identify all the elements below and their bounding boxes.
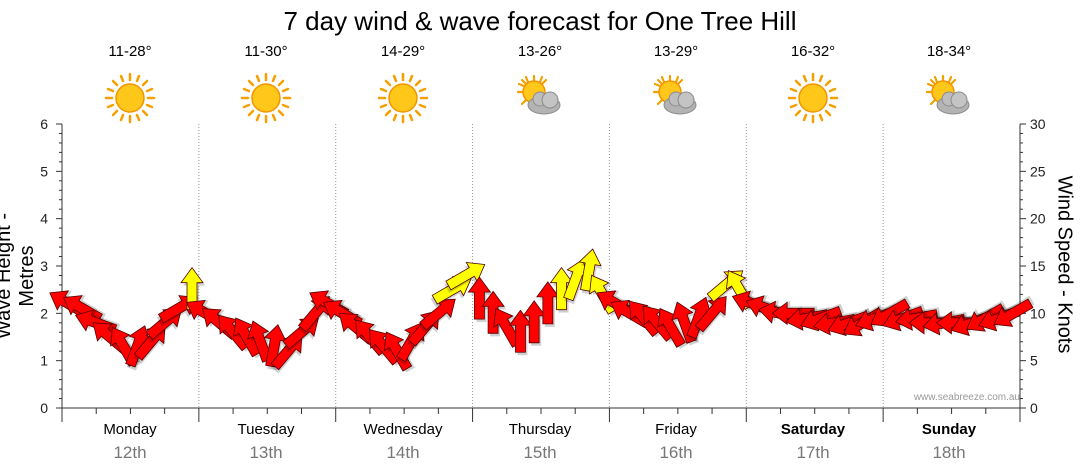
wind-arrow xyxy=(993,295,1035,327)
wind-arrow-shape xyxy=(993,298,1034,327)
date-label-thursday: 15th xyxy=(523,443,557,462)
date-label-saturday: 17th xyxy=(796,443,830,462)
chart-title: 7 day wind & wave forecast for One Tree … xyxy=(283,6,797,36)
y-left-tick-label: 5 xyxy=(40,163,48,179)
partly-cloudy-icon xyxy=(925,74,970,115)
day-label-saturday: Saturday xyxy=(780,421,846,438)
date-label-sunday: 18th xyxy=(932,443,966,462)
wind-arrow-shape xyxy=(694,295,727,333)
y-left-tick-label: 4 xyxy=(40,211,48,227)
wind-arrow xyxy=(578,248,603,295)
temp-label-tuesday: 11-30° xyxy=(244,43,288,60)
temp-label-monday: 11-28° xyxy=(108,43,152,60)
axis-layer: 0 1 2 3 4 5 6 0 5 10 15 20 25 30 xyxy=(40,116,1046,422)
partly-cloudy-icon xyxy=(652,74,697,115)
y-axis-right-label: Wind Speed - Knots xyxy=(1053,175,1076,354)
temp-label-saturday: 16-32° xyxy=(790,43,836,60)
temp-label-wednesday: 14-29° xyxy=(380,43,426,60)
date-label-tuesday: 13th xyxy=(249,443,283,462)
temp-label-sunday: 18-34° xyxy=(926,43,972,60)
wind-arrow-layer xyxy=(49,248,1035,374)
y-right-tick-label: 15 xyxy=(1030,258,1046,274)
y-left-tick-label: 6 xyxy=(40,116,48,132)
wind-arrow-shape xyxy=(481,290,505,334)
date-label-friday: 16th xyxy=(659,443,693,462)
date-label-wednesday: 14th xyxy=(386,443,420,462)
credit-text: www.seabreeze.com.au xyxy=(913,392,1020,403)
date-label-monday: 12th xyxy=(113,443,147,462)
sunny-icon xyxy=(787,72,839,124)
sunny-icon xyxy=(240,72,292,124)
y-right-tick-label: 0 xyxy=(1030,400,1038,416)
y-right-tick-label: 10 xyxy=(1030,305,1046,321)
sunny-icon xyxy=(377,72,429,124)
y-left-tick-label: 3 xyxy=(40,258,48,274)
wind-arrow xyxy=(467,276,493,323)
wind-arrow-shape xyxy=(467,276,492,320)
temp-label-thursday: 13-26° xyxy=(517,43,563,60)
wind-arrow xyxy=(263,324,288,371)
day-label-monday: Monday xyxy=(103,421,157,438)
partly-cloudy-icon xyxy=(516,74,561,115)
y-right-tick-label: 20 xyxy=(1030,211,1046,227)
wind-arrow-shape xyxy=(578,248,602,292)
day-label-wednesday: Wednesday xyxy=(363,421,443,438)
day-label-thursday: Thursday xyxy=(508,421,572,438)
sunny-icon xyxy=(104,72,156,124)
grid-layer xyxy=(198,124,884,408)
y-right-tick-label: 25 xyxy=(1030,163,1046,179)
temp-label-friday: 13-29° xyxy=(653,43,699,60)
day-label-tuesday: Tuesday xyxy=(237,421,295,438)
day-label-friday: Friday xyxy=(655,421,697,438)
wind-arrow xyxy=(563,258,589,305)
day-label-sunday: Sunday xyxy=(921,421,977,438)
wind-arrow xyxy=(694,295,727,336)
y-left-tick-label: 2 xyxy=(40,305,48,321)
y-left-tick-label: 0 xyxy=(40,400,48,416)
y-axis-left-label: Wave Height - Metres xyxy=(0,213,38,339)
y-right-tick-label: 30 xyxy=(1030,116,1046,132)
y-left-tick-label: 1 xyxy=(40,353,48,369)
y-right-tick-label: 5 xyxy=(1030,353,1038,369)
